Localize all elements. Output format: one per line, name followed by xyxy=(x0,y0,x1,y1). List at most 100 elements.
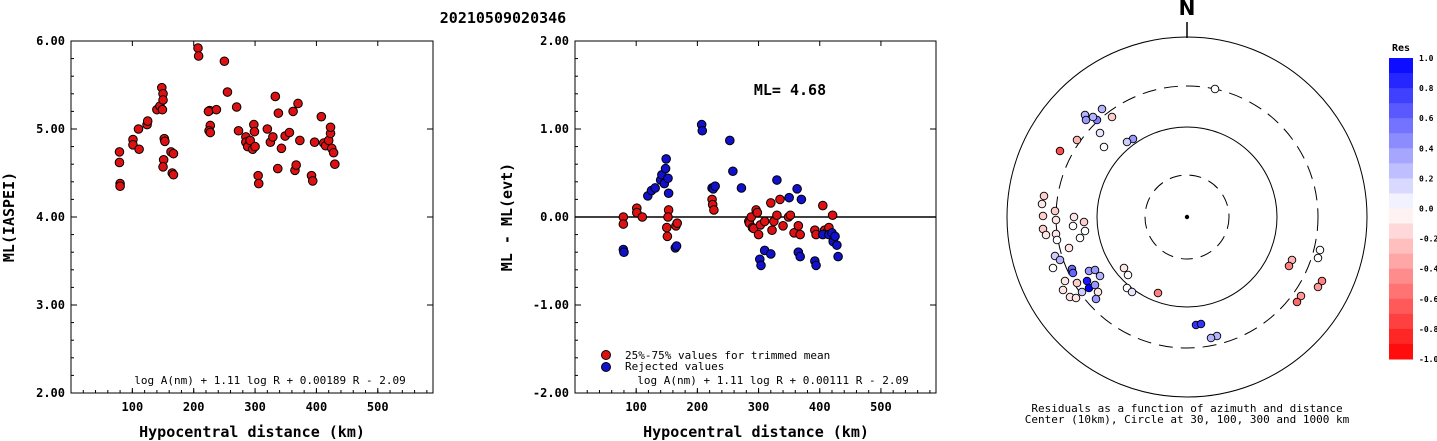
left-point xyxy=(293,98,303,109)
middle-xtick-label: 500 xyxy=(870,400,892,414)
colorbar-title: Res xyxy=(1392,43,1410,54)
legend-marker-red xyxy=(601,350,611,360)
middle-point xyxy=(619,247,629,257)
polar-station-point xyxy=(1039,191,1049,201)
polar-station-point xyxy=(1206,333,1216,343)
left-point xyxy=(211,104,222,115)
polar-station-point xyxy=(1068,268,1078,278)
middle-point xyxy=(796,194,807,205)
left-point xyxy=(219,56,230,67)
middle-ytick-label: 1.00 xyxy=(540,122,569,136)
middle-point xyxy=(736,183,747,193)
left-point xyxy=(273,108,284,118)
colorbar-label: 0.0 xyxy=(1419,205,1434,214)
left-point xyxy=(134,144,144,155)
left-point xyxy=(114,157,125,168)
middle-xtick-label: 400 xyxy=(809,400,831,414)
polar-station-point xyxy=(1122,137,1132,147)
left-formula: log A(nm) + 1.11 log R + 0.00189 R - 2.0… xyxy=(134,374,406,387)
middle-point xyxy=(663,173,673,184)
middle-point xyxy=(772,175,782,185)
left-xtick-label: 200 xyxy=(183,400,205,414)
colorbar-cell xyxy=(1389,58,1413,74)
left-plot-frame xyxy=(70,40,434,394)
polar-station-point xyxy=(1119,263,1129,273)
middle-point xyxy=(728,166,738,177)
residual-colorbar: Res 1.0 0.8 0.6 0.4 0.2 0.0 -0.2 -0.4 -0.6 -0.8 -1… xyxy=(1389,43,1437,364)
left-point xyxy=(316,111,327,122)
middle-ytick-label: 0.00 xyxy=(540,210,569,224)
left-point xyxy=(158,95,168,105)
colorbar-cell xyxy=(1389,193,1413,209)
left-scatter-panel: 100 200 300 400 500 2.00 3.00 4.00 5.00 6.00 log … xyxy=(0,34,434,441)
left-ticks: 100 200 300 400 500 2.00 3.00 4.00 5.00 6.00 xyxy=(36,34,433,414)
polar-station-point xyxy=(1038,211,1048,221)
middle-ticks: 100 200 300 400 500 -2.00 -1.00 0.00 1.00 2.00 xyxy=(533,34,936,414)
colorbar-label: 0.6 xyxy=(1419,114,1434,123)
middle-ytick-label: -1.00 xyxy=(533,298,569,312)
circle-1000km xyxy=(1006,36,1368,398)
circle-30km xyxy=(1144,174,1230,260)
left-y-axis-label: ML(IASPEI) xyxy=(0,172,18,262)
left-point xyxy=(272,163,283,174)
middle-point xyxy=(660,163,671,174)
colorbar-cell xyxy=(1389,103,1413,119)
left-point xyxy=(262,124,273,134)
colorbar-cell xyxy=(1389,298,1413,315)
middle-point xyxy=(833,251,843,262)
polar-station-point xyxy=(1313,253,1323,263)
polar-station-point xyxy=(1081,115,1091,125)
polar-station-point xyxy=(1069,212,1079,222)
left-point xyxy=(309,137,320,147)
left-point xyxy=(233,125,244,136)
left-point xyxy=(328,147,339,158)
polar-station-point xyxy=(1317,276,1327,286)
circle-300km xyxy=(1055,85,1319,349)
left-point xyxy=(270,91,281,102)
middle-point xyxy=(795,229,805,240)
left-xtick-label: 400 xyxy=(306,400,328,414)
polar-station-point xyxy=(1313,282,1323,292)
colorbar-label: -0.2 xyxy=(1419,235,1437,244)
colorbar-cell xyxy=(1389,178,1413,194)
polar-station-point xyxy=(1095,128,1105,138)
left-xtick-label: 500 xyxy=(367,400,389,414)
polar-station-point xyxy=(1048,263,1058,273)
colorbar-label: -0.4 xyxy=(1419,265,1437,274)
left-point xyxy=(268,132,278,142)
middle-point xyxy=(752,207,763,218)
left-point xyxy=(142,116,153,126)
left-point xyxy=(157,104,168,115)
polar-station-point xyxy=(1041,230,1051,240)
middle-formula: log A(nm) + 1.11 log R + 0.00111 R - 2.0… xyxy=(637,374,909,387)
colorbar-cell xyxy=(1389,88,1413,104)
polar-station-point xyxy=(1079,217,1089,227)
left-point xyxy=(291,160,301,170)
polar-station-point xyxy=(1075,233,1085,243)
middle-y-axis-label: ML - ML(evt) xyxy=(498,163,516,271)
colorbar-cell xyxy=(1389,148,1413,164)
colorbar-cell xyxy=(1389,163,1413,179)
left-point xyxy=(231,102,242,112)
middle-point xyxy=(650,183,660,193)
legend-label-trimmed: 25%-75% values for trimmed mean xyxy=(625,349,830,362)
left-point xyxy=(245,135,255,146)
polar-station-point xyxy=(1088,112,1098,122)
left-point xyxy=(253,170,263,181)
polar-station-point xyxy=(1095,271,1105,281)
polar-station-point xyxy=(1071,293,1081,303)
colorbar-cell xyxy=(1389,283,1413,300)
polar-station-point xyxy=(1315,245,1325,255)
polar-station-point xyxy=(1097,104,1107,114)
left-point xyxy=(114,147,125,157)
polar-station-point xyxy=(1284,261,1294,271)
polar-station-point xyxy=(1077,287,1087,297)
polar-station-point xyxy=(1058,285,1068,295)
legend-label-rejected: Rejected values xyxy=(625,360,724,373)
polar-station-point xyxy=(1060,276,1070,286)
north-label: N xyxy=(1179,0,1196,20)
left-xtick-label: 100 xyxy=(122,400,144,414)
polar-points xyxy=(1037,84,1327,343)
left-point xyxy=(330,159,340,169)
left-point xyxy=(253,178,264,189)
